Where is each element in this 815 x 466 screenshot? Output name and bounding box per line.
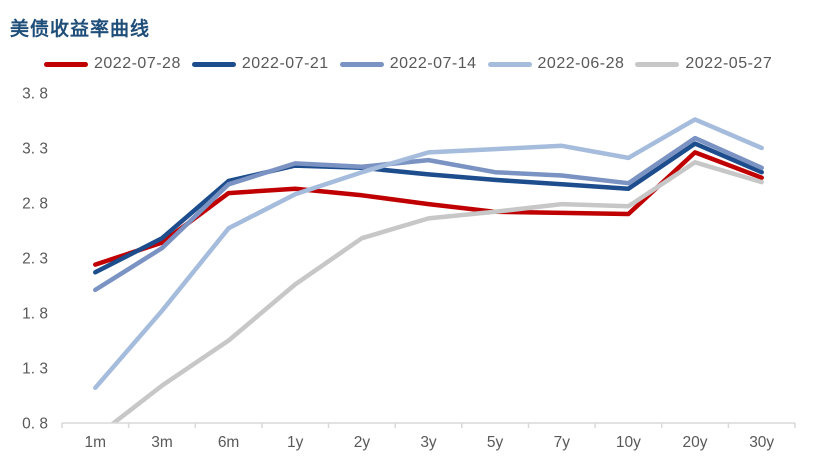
legend-item-2022-06-28: 2022-06-28 <box>487 55 625 73</box>
y-tick-label: 2. 8 <box>22 196 48 213</box>
series-line-2022-07-14 <box>93 135 764 293</box>
x-tick-label: 3y <box>420 434 437 451</box>
chart-legend: 2022-07-28 2022-07-21 2022-07-14 2022-06-28… <box>44 54 783 74</box>
legend-item-2022-07-14: 2022-07-14 <box>339 55 477 73</box>
y-tick-label: 0. 8 <box>22 416 48 433</box>
y-tick-label: 3. 8 <box>22 86 48 103</box>
series-line-2022-06-28 <box>93 117 764 391</box>
legend-item-2022-07-21: 2022-07-21 <box>191 55 329 73</box>
y-tick-label: 2. 3 <box>22 251 48 268</box>
series-line-2022-05-27 <box>110 160 764 423</box>
legend-line-swatch-icon <box>635 61 680 67</box>
x-tick-label: 7y <box>554 434 571 451</box>
y-tick-label: 1. 3 <box>22 361 48 378</box>
legend-item-2022-05-27: 2022-05-27 <box>635 55 772 73</box>
legend-label: 2022-07-21 <box>241 55 329 72</box>
x-tick-label: 6m <box>218 434 240 451</box>
y-tick-label: 3. 3 <box>22 141 48 158</box>
legend-line-swatch-icon <box>487 61 532 67</box>
legend-item-2022-07-28: 2022-07-28 <box>44 55 181 73</box>
x-tick-label: 1y <box>287 434 304 451</box>
legend-line-swatch-icon <box>44 61 88 67</box>
legend-label: 2022-06-28 <box>537 55 625 72</box>
legend-label: 2022-07-14 <box>389 55 477 72</box>
chart-title: 美债收益率曲线 <box>10 19 151 40</box>
x-tick-label: 1m <box>85 434 107 451</box>
series-line-2022-07-21 <box>93 141 764 275</box>
y-tick-label: 1. 8 <box>22 306 48 323</box>
legend-line-swatch-icon <box>191 61 236 67</box>
legend-line-swatch-icon <box>339 61 384 67</box>
x-tick-label: 3m <box>151 434 173 451</box>
x-tick-label: 5y <box>487 434 504 451</box>
x-tick-label: 2y <box>354 434 371 451</box>
legend-label: 2022-07-28 <box>94 55 181 72</box>
x-tick-label: 20y <box>683 434 708 451</box>
legend-label: 2022-05-27 <box>685 55 773 72</box>
x-tick-label: 10y <box>616 434 641 451</box>
x-tick-label: 30y <box>749 434 774 451</box>
